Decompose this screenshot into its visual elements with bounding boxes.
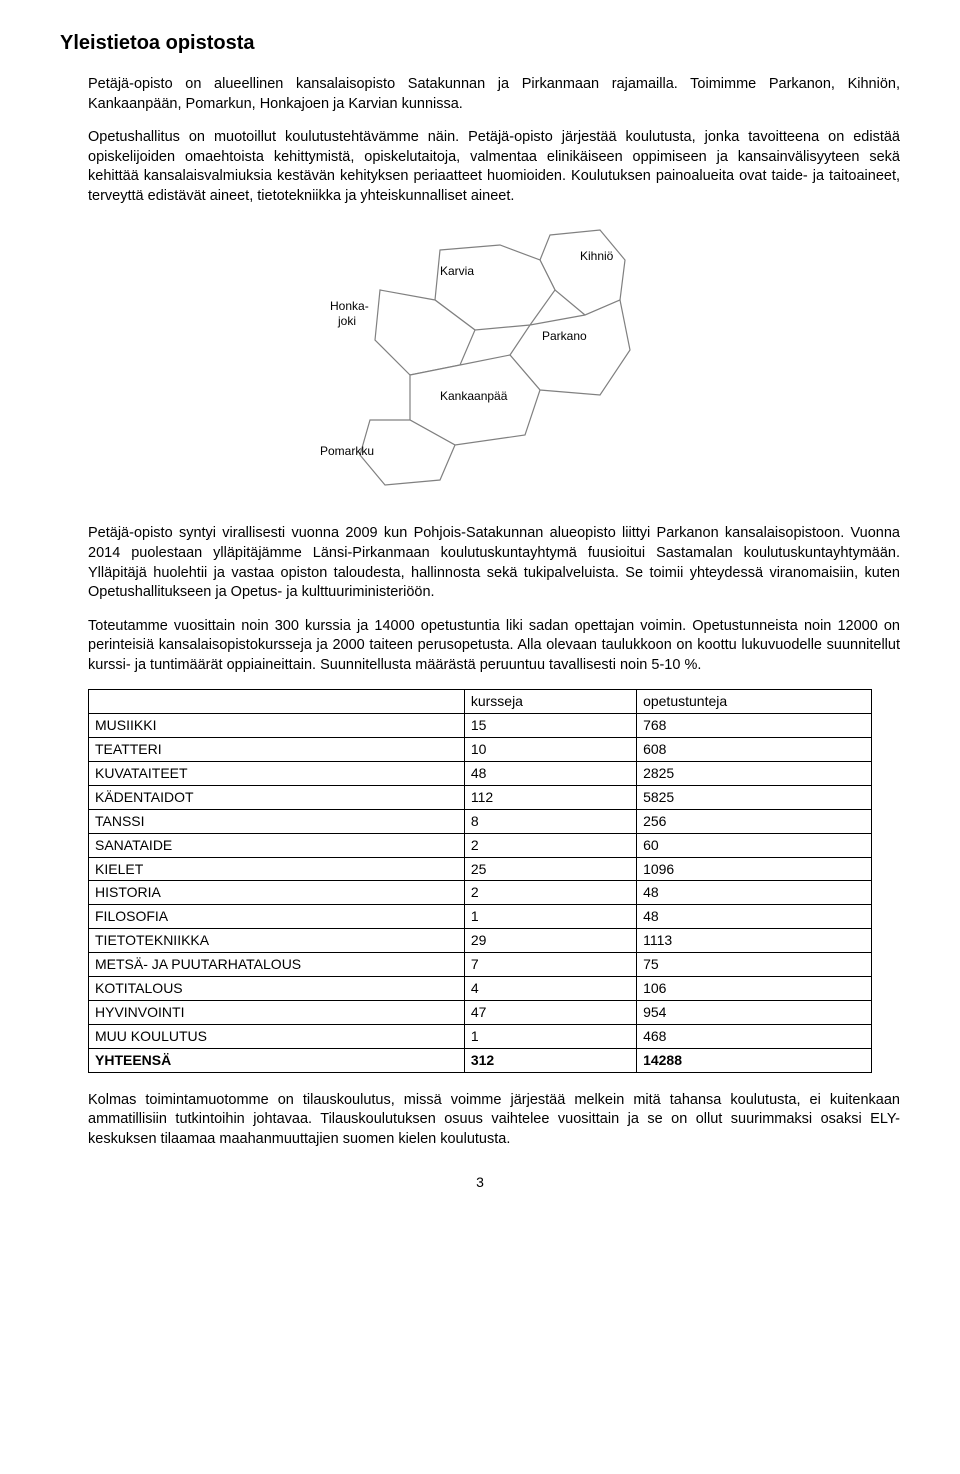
body-content-2: Petäjä-opisto syntyi virallisesti vuonna… bbox=[88, 524, 900, 675]
table-cell: 14288 bbox=[637, 1048, 872, 1072]
table-cell: 1 bbox=[464, 905, 636, 929]
course-table: kursseja opetustunteja MUSIIKKI15768TEAT… bbox=[88, 689, 872, 1072]
paragraph-2: Opetushallitus on muotoillut koulutusteh… bbox=[88, 128, 900, 206]
table-cell: 5825 bbox=[637, 785, 872, 809]
table-cell: 60 bbox=[637, 833, 872, 857]
table-cell: 75 bbox=[637, 953, 872, 977]
table-cell: KÄDENTAIDOT bbox=[89, 785, 465, 809]
table-cell: HISTORIA bbox=[89, 881, 465, 905]
table-row: HISTORIA248 bbox=[89, 881, 872, 905]
table-cell: METSÄ- JA PUUTARHATALOUS bbox=[89, 953, 465, 977]
map-container: Kihniö Karvia Honka-joki Parkano Kankaanpää P… bbox=[60, 220, 900, 500]
page-number: 3 bbox=[60, 1173, 900, 1192]
region-map: Kihniö Karvia Honka-joki Parkano Kankaanpää P… bbox=[300, 220, 660, 500]
table-cell: 10 bbox=[464, 738, 636, 762]
table-cell: 47 bbox=[464, 1000, 636, 1024]
table-cell: 112 bbox=[464, 785, 636, 809]
table-cell: 25 bbox=[464, 857, 636, 881]
table-row: METSÄ- JA PUUTARHATALOUS775 bbox=[89, 953, 872, 977]
table-cell: TEATTERI bbox=[89, 738, 465, 762]
paragraph-4: Toteutamme vuosittain noin 300 kurssia j… bbox=[88, 617, 900, 676]
table-header-cell bbox=[89, 690, 465, 714]
table-cell: 48 bbox=[637, 905, 872, 929]
table-row: TANSSI8256 bbox=[89, 809, 872, 833]
paragraph-3: Petäjä-opisto syntyi virallisesti vuonna… bbox=[88, 524, 900, 602]
table-cell: KIELET bbox=[89, 857, 465, 881]
table-cell: 29 bbox=[464, 929, 636, 953]
table-row: HYVINVOINTI47954 bbox=[89, 1000, 872, 1024]
table-cell: 2825 bbox=[637, 761, 872, 785]
body-content: Petäjä-opisto on alueellinen kansalaisop… bbox=[88, 75, 900, 206]
table-cell: 1096 bbox=[637, 857, 872, 881]
table-cell: YHTEENSÄ bbox=[89, 1048, 465, 1072]
table-cell: 15 bbox=[464, 714, 636, 738]
table-cell: FILOSOFIA bbox=[89, 905, 465, 929]
table-cell: 7 bbox=[464, 953, 636, 977]
paragraph-5: Kolmas toimintamuotomme on tilauskoulutu… bbox=[88, 1091, 900, 1150]
table-cell: 8 bbox=[464, 809, 636, 833]
page-title: Yleistietoa opistosta bbox=[60, 30, 900, 57]
map-region-kihnio bbox=[540, 230, 625, 315]
table-row: SANATAIDE260 bbox=[89, 833, 872, 857]
table-cell: 468 bbox=[637, 1024, 872, 1048]
table-row: KIELET251096 bbox=[89, 857, 872, 881]
map-label: Pomarkku bbox=[320, 444, 374, 458]
table-header-cell: kursseja bbox=[464, 690, 636, 714]
table-header-row: kursseja opetustunteja bbox=[89, 690, 872, 714]
table-cell: KUVATAITEET bbox=[89, 761, 465, 785]
table-cell: 106 bbox=[637, 977, 872, 1001]
table-cell: 954 bbox=[637, 1000, 872, 1024]
table-row: KUVATAITEET482825 bbox=[89, 761, 872, 785]
table-cell: HYVINVOINTI bbox=[89, 1000, 465, 1024]
body-content-3: Kolmas toimintamuotomme on tilauskoulutu… bbox=[88, 1091, 900, 1150]
map-label: Kihniö bbox=[580, 249, 614, 263]
table-cell: 256 bbox=[637, 809, 872, 833]
table-cell: 4 bbox=[464, 977, 636, 1001]
table-cell: 48 bbox=[637, 881, 872, 905]
table-cell: 2 bbox=[464, 833, 636, 857]
table-total-row: YHTEENSÄ31214288 bbox=[89, 1048, 872, 1072]
table-cell: 768 bbox=[637, 714, 872, 738]
map-label: joki bbox=[337, 314, 356, 328]
table-row: KÄDENTAIDOT1125825 bbox=[89, 785, 872, 809]
table-cell: 312 bbox=[464, 1048, 636, 1072]
table-row: TEATTERI10608 bbox=[89, 738, 872, 762]
table-row: KOTITALOUS4106 bbox=[89, 977, 872, 1001]
table-row: MUSIIKKI15768 bbox=[89, 714, 872, 738]
table-cell: TIETOTEKNIIKKA bbox=[89, 929, 465, 953]
map-label: Parkano bbox=[542, 329, 587, 343]
map-label: Honka- bbox=[330, 299, 369, 313]
table-cell: 1113 bbox=[637, 929, 872, 953]
table-cell: 2 bbox=[464, 881, 636, 905]
map-label: Kankaanpää bbox=[440, 389, 508, 403]
table-row: MUU KOULUTUS1468 bbox=[89, 1024, 872, 1048]
table-cell: MUU KOULUTUS bbox=[89, 1024, 465, 1048]
table-cell: 48 bbox=[464, 761, 636, 785]
table-cell: SANATAIDE bbox=[89, 833, 465, 857]
table-row: TIETOTEKNIIKKA291113 bbox=[89, 929, 872, 953]
paragraph-1: Petäjä-opisto on alueellinen kansalaisop… bbox=[88, 75, 900, 114]
map-label: Karvia bbox=[440, 264, 474, 278]
table-header-cell: opetustunteja bbox=[637, 690, 872, 714]
table-cell: MUSIIKKI bbox=[89, 714, 465, 738]
table-cell: TANSSI bbox=[89, 809, 465, 833]
table-row: FILOSOFIA148 bbox=[89, 905, 872, 929]
table-cell: 608 bbox=[637, 738, 872, 762]
table-cell: 1 bbox=[464, 1024, 636, 1048]
table-cell: KOTITALOUS bbox=[89, 977, 465, 1001]
